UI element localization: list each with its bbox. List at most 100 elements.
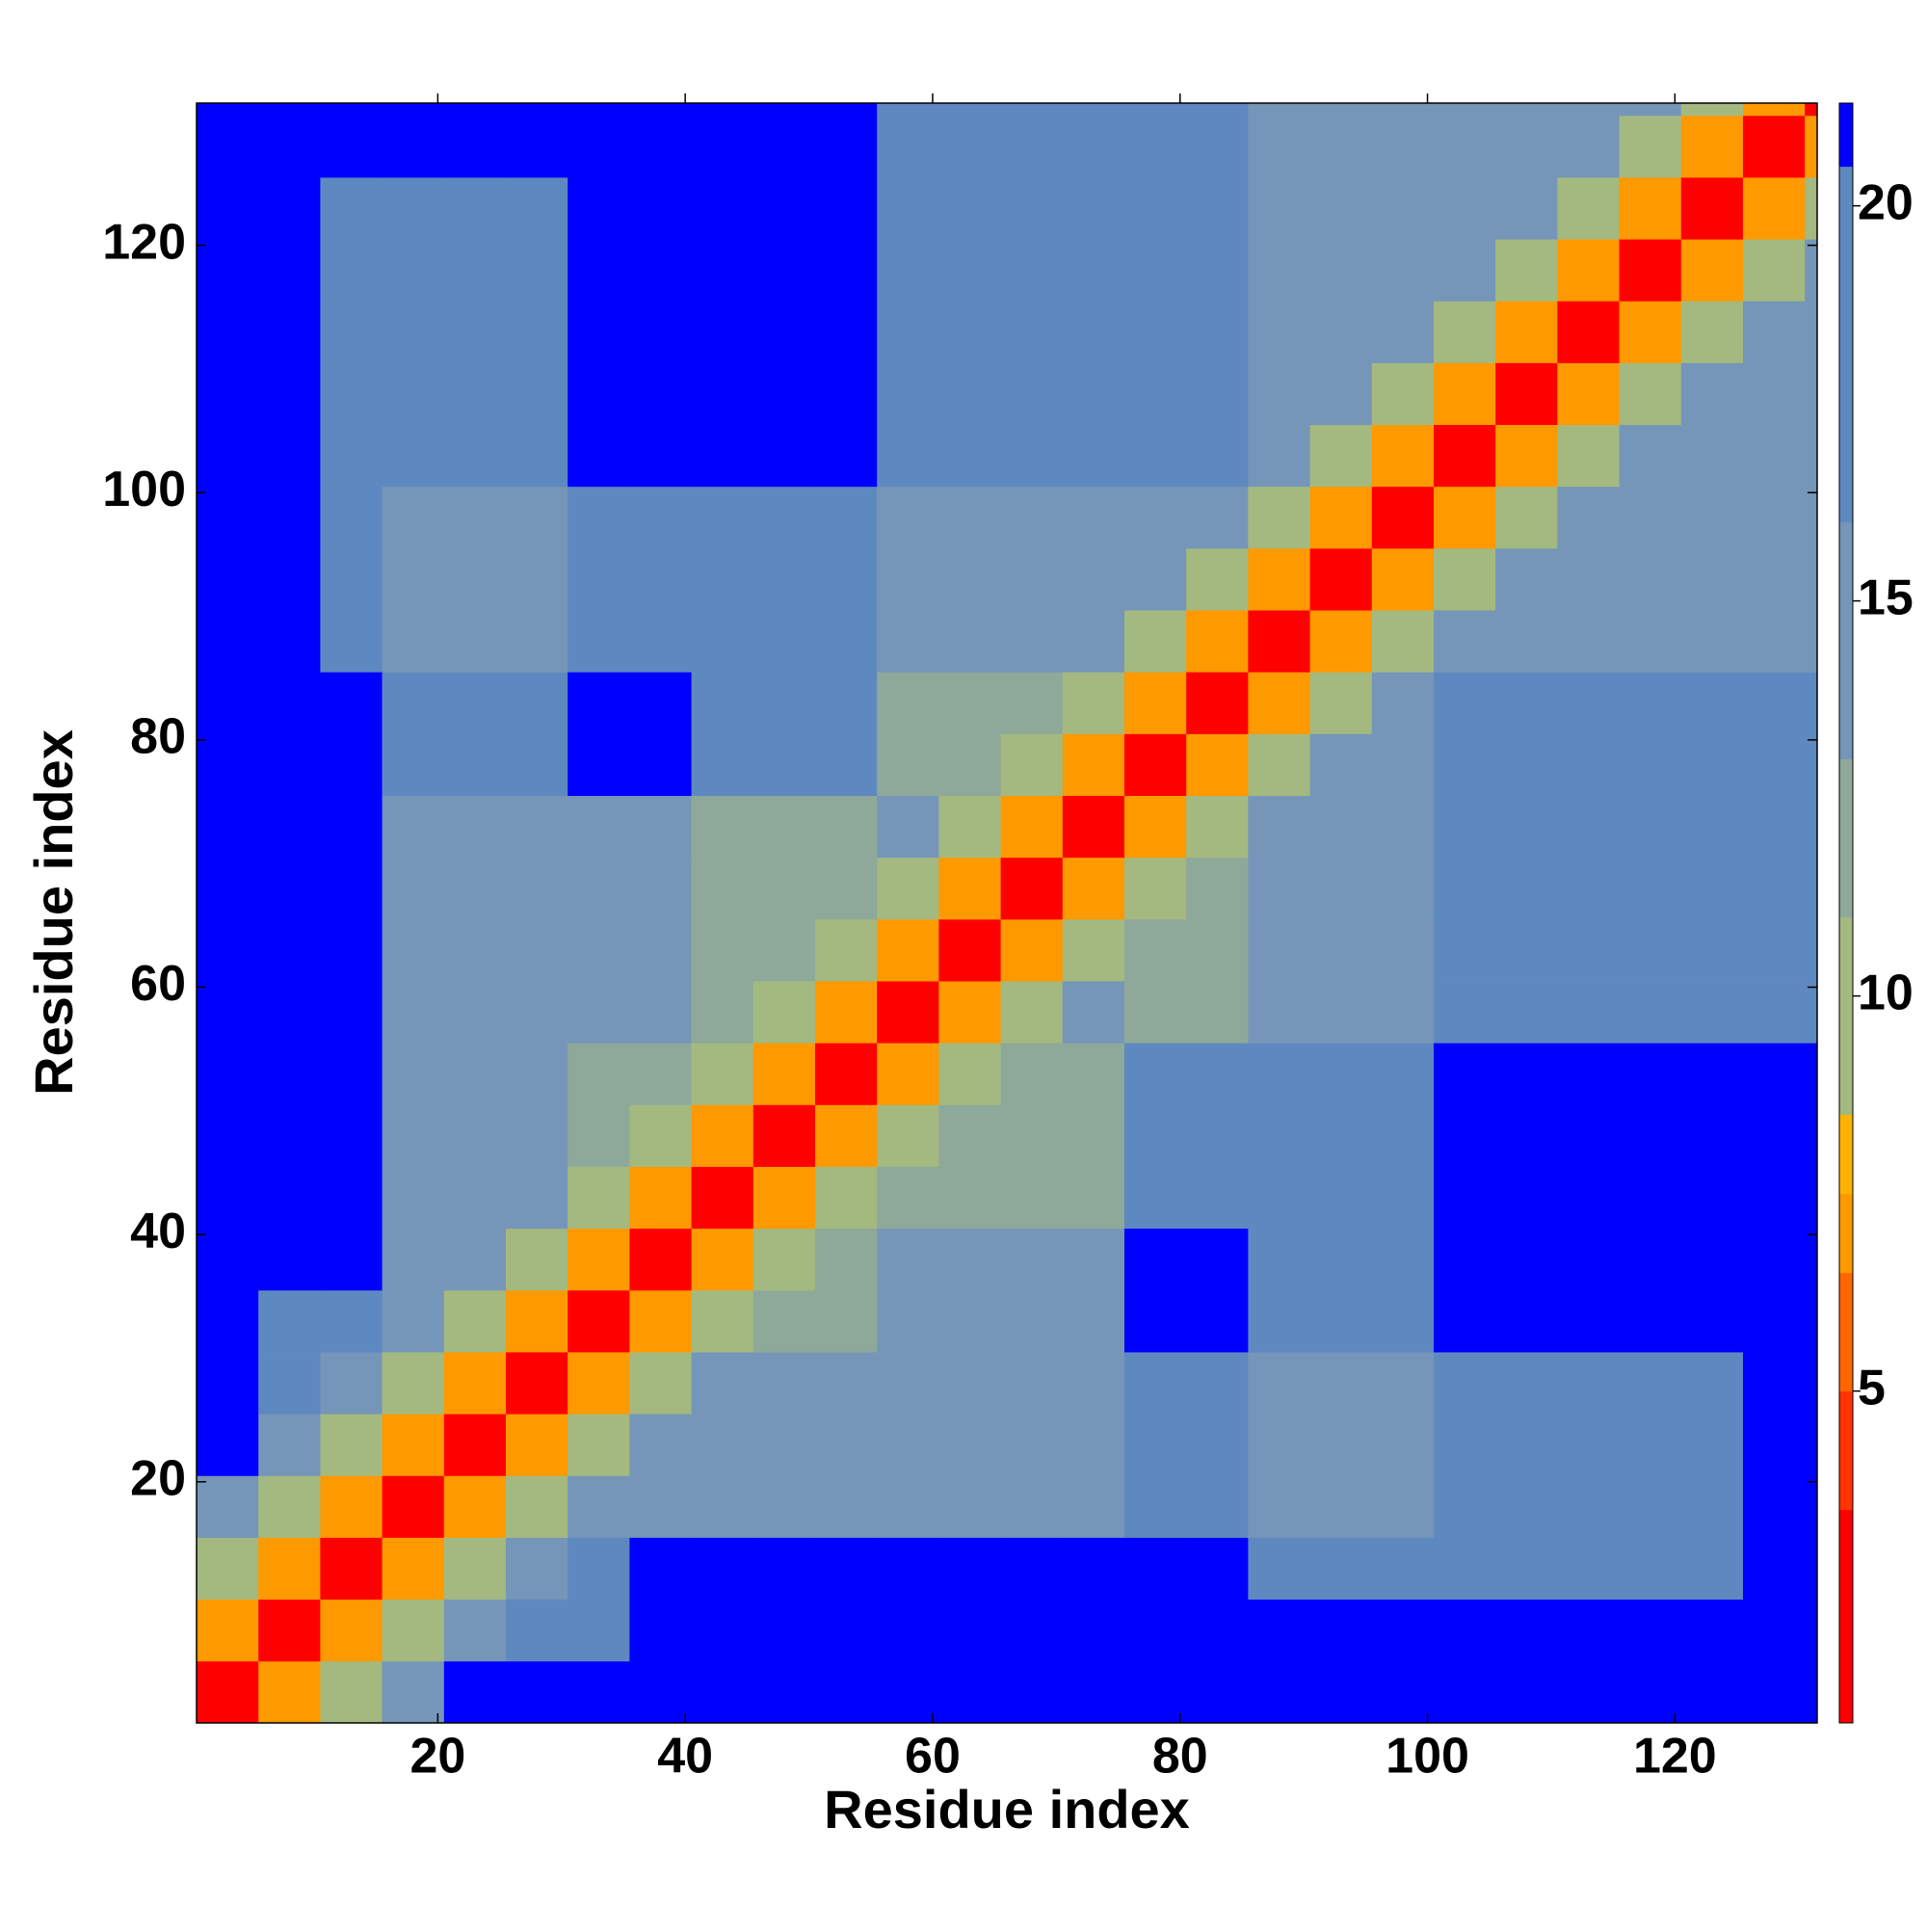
heatmap-cell xyxy=(1805,176,1818,240)
heatmap-cell xyxy=(568,1660,630,1724)
heatmap-cell xyxy=(1805,547,1818,611)
heatmap-cell xyxy=(1000,1660,1064,1724)
heatmap-cell xyxy=(1309,362,1373,426)
heatmap-cell xyxy=(443,1166,507,1230)
heatmap-cell xyxy=(382,103,445,117)
heatmap-cell xyxy=(1557,115,1620,178)
heatmap-cell xyxy=(938,1599,1001,1662)
heatmap-cell xyxy=(197,1289,259,1353)
heatmap-cell xyxy=(1123,301,1187,363)
heatmap-cell xyxy=(1062,424,1125,488)
heatmap-cell xyxy=(877,672,939,734)
heatmap-cell xyxy=(320,424,383,488)
heatmap-cell xyxy=(443,115,507,178)
heatmap-cell xyxy=(814,1228,878,1291)
heatmap-cell xyxy=(1619,239,1682,302)
heatmap-cell xyxy=(814,239,878,302)
heatmap-cell xyxy=(197,115,259,178)
heatmap-cell xyxy=(1186,1537,1249,1601)
heatmap-cell xyxy=(1805,301,1818,363)
heatmap-cell xyxy=(1619,981,1682,1044)
colorbar-segment xyxy=(1839,1509,1853,1724)
heatmap-cell xyxy=(568,1475,630,1538)
heatmap-cell xyxy=(814,1352,878,1415)
heatmap-cell xyxy=(443,733,507,796)
heatmap-cell xyxy=(938,1475,1001,1538)
y-axis-label: Residue index xyxy=(23,729,84,1096)
heatmap-cell xyxy=(1371,1414,1435,1476)
heatmap-cell xyxy=(1123,547,1187,611)
heatmap-cell xyxy=(1000,1537,1064,1601)
heatmap-cell xyxy=(1186,1043,1249,1105)
heatmap-cell xyxy=(1000,733,1064,796)
heatmap-cell xyxy=(1062,103,1125,117)
heatmap-cell xyxy=(752,1104,816,1167)
heatmap-cell xyxy=(752,610,816,673)
heatmap-cell xyxy=(258,1228,321,1291)
heatmap-cell xyxy=(1742,918,1806,982)
heatmap-cell xyxy=(877,1660,939,1724)
heatmap-cell xyxy=(443,1537,507,1601)
heatmap-cell xyxy=(1495,424,1558,488)
heatmap-cell xyxy=(1062,981,1125,1044)
heatmap-cell xyxy=(1805,918,1818,982)
heatmap-cell xyxy=(1123,1599,1187,1662)
heatmap-cell xyxy=(505,672,568,734)
heatmap-cell xyxy=(629,1289,692,1353)
heatmap-cell xyxy=(197,1537,259,1601)
heatmap-cell xyxy=(1742,857,1806,920)
heatmap-cell xyxy=(1000,1289,1064,1353)
heatmap-cell xyxy=(1742,301,1806,363)
heatmap-cell xyxy=(1309,1660,1373,1724)
heatmap-cell xyxy=(1371,981,1435,1044)
heatmap-cell xyxy=(197,918,259,982)
colorbar-tick-label: 5 xyxy=(1858,1360,1886,1416)
heatmap-cell xyxy=(629,239,692,302)
heatmap-cell xyxy=(320,1414,383,1476)
heatmap-cell xyxy=(320,1475,383,1538)
heatmap-cell xyxy=(258,1414,321,1476)
heatmap-cell xyxy=(1495,918,1558,982)
heatmap-cell xyxy=(1309,176,1373,240)
heatmap-cell xyxy=(1186,239,1249,302)
heatmap-cell xyxy=(629,1660,692,1724)
heatmap-cell xyxy=(1371,1104,1435,1167)
heatmap-cell xyxy=(1123,981,1187,1044)
heatmap-cell xyxy=(938,610,1001,673)
heatmap-cell xyxy=(1309,1414,1373,1476)
heatmap-cell xyxy=(938,115,1001,178)
heatmap-cell xyxy=(1371,424,1435,488)
heatmap-cell xyxy=(1495,103,1558,117)
heatmap-cell xyxy=(320,672,383,734)
heatmap-cell xyxy=(1742,1475,1806,1538)
heatmap-cell xyxy=(1062,547,1125,611)
heatmap-cell xyxy=(505,1660,568,1724)
heatmap-cell xyxy=(1680,301,1744,363)
heatmap-cell xyxy=(258,547,321,611)
heatmap-cell xyxy=(1309,1043,1373,1105)
heatmap-cell xyxy=(258,1104,321,1167)
heatmap-cell xyxy=(382,1414,445,1476)
heatmap-cell xyxy=(814,1166,878,1230)
heatmap-cell xyxy=(938,672,1001,734)
heatmap-cell xyxy=(1742,795,1806,859)
heatmap-cell xyxy=(382,857,445,920)
heatmap-cell xyxy=(752,733,816,796)
heatmap-cell xyxy=(877,857,939,920)
heatmap-cell xyxy=(382,1104,445,1167)
heatmap-cell xyxy=(505,1289,568,1353)
heatmap-cell xyxy=(1742,981,1806,1044)
heatmap-cell xyxy=(382,301,445,363)
heatmap-cell xyxy=(505,1414,568,1476)
heatmap-cell xyxy=(1433,115,1496,178)
heatmap-cell xyxy=(752,103,816,117)
heatmap-cell xyxy=(258,1166,321,1230)
heatmap-cell xyxy=(382,1352,445,1415)
heatmap-cell xyxy=(1062,1414,1125,1476)
heatmap-cell xyxy=(629,1104,692,1167)
heatmap-cell xyxy=(1805,733,1818,796)
heatmap-cell xyxy=(938,857,1001,920)
heatmap-cell xyxy=(1742,1289,1806,1353)
heatmap-cell xyxy=(629,115,692,178)
heatmap-cell xyxy=(568,981,630,1044)
